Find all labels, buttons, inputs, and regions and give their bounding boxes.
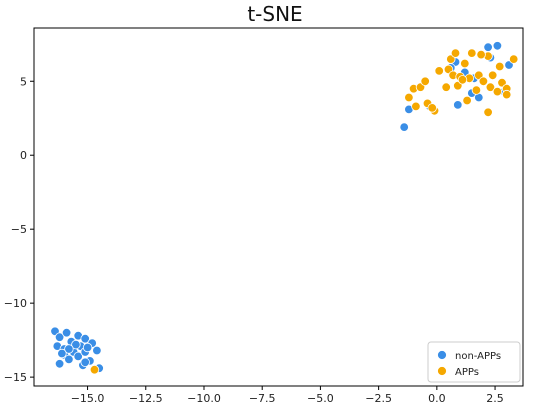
- point-apps: [485, 82, 496, 92]
- x-tick-label: 0.0: [428, 392, 446, 405]
- point-non-apps: [483, 42, 493, 52]
- y-tick-label: −5: [11, 223, 27, 236]
- point-apps: [411, 101, 421, 112]
- point-apps: [450, 48, 461, 58]
- y-axis: −15 −10 −5 0 5: [4, 75, 34, 384]
- point-non-apps: [92, 345, 102, 356]
- point-apps: [89, 365, 100, 375]
- x-tick-label: −10.0: [187, 392, 221, 405]
- point-apps: [420, 76, 430, 87]
- point-apps: [495, 61, 505, 72]
- point-non-apps: [492, 41, 503, 51]
- legend-label-apps: APPs: [455, 367, 479, 378]
- point-non-apps: [82, 342, 93, 353]
- point-apps: [404, 92, 414, 103]
- x-axis: −15.0 −12.5 −10.0 −7.5 −5.0 −2.5 0.0 2.5: [71, 386, 504, 405]
- point-apps: [460, 58, 470, 69]
- y-tick-label: −15: [4, 371, 27, 384]
- chart-title: t-SNE: [247, 2, 302, 26]
- point-apps: [462, 95, 472, 106]
- legend-marker-non-apps: [437, 350, 447, 360]
- point-apps: [502, 89, 512, 100]
- point-apps: [434, 66, 444, 76]
- y-tick-label: 5: [20, 75, 27, 88]
- legend: non-APPs APPs: [427, 341, 521, 383]
- point-non-apps: [80, 334, 90, 344]
- point-apps: [478, 76, 489, 87]
- point-apps: [488, 70, 498, 81]
- legend-box: [427, 341, 521, 383]
- x-tick-label: 2.5: [486, 392, 504, 405]
- point-apps: [492, 86, 503, 97]
- point-apps: [441, 82, 451, 92]
- x-tick-label: −12.5: [129, 392, 163, 405]
- y-tick-label: −10: [4, 297, 27, 310]
- point-apps: [509, 54, 519, 64]
- point-non-apps: [61, 328, 72, 338]
- point-non-apps: [57, 348, 67, 359]
- point-non-apps: [54, 332, 65, 342]
- point-non-apps: [453, 100, 463, 110]
- point-non-apps: [80, 357, 90, 368]
- plot-frame: [33, 27, 524, 387]
- x-tick-label: −7.5: [249, 392, 276, 405]
- legend-marker-apps: [437, 366, 447, 376]
- point-apps: [471, 85, 482, 95]
- x-tick-label: −2.5: [365, 392, 392, 405]
- x-tick-label: −15.0: [71, 392, 105, 405]
- point-apps: [427, 103, 437, 113]
- point-apps: [483, 107, 493, 118]
- legend-label-non-apps: non-APPs: [455, 351, 501, 362]
- point-non-apps: [399, 122, 409, 132]
- point-apps: [476, 49, 486, 60]
- point-non-apps: [71, 339, 81, 350]
- point-non-apps: [73, 351, 83, 362]
- point-non-apps: [64, 344, 74, 354]
- points-layer: [50, 41, 519, 375]
- point-apps: [457, 75, 468, 85]
- y-tick-label: 0: [20, 149, 27, 162]
- point-non-apps: [54, 359, 65, 369]
- x-tick-label: −5.0: [307, 392, 334, 405]
- point-apps: [467, 48, 477, 58]
- point-non-apps: [64, 354, 74, 365]
